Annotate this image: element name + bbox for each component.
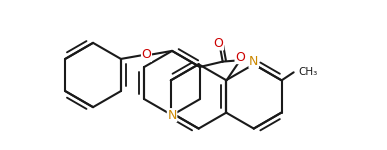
Text: CH₃: CH₃ [298,66,318,76]
Text: O: O [214,37,224,50]
Text: O: O [235,51,245,64]
Text: O: O [142,48,151,61]
Text: N: N [168,109,177,122]
Text: N: N [249,55,259,68]
